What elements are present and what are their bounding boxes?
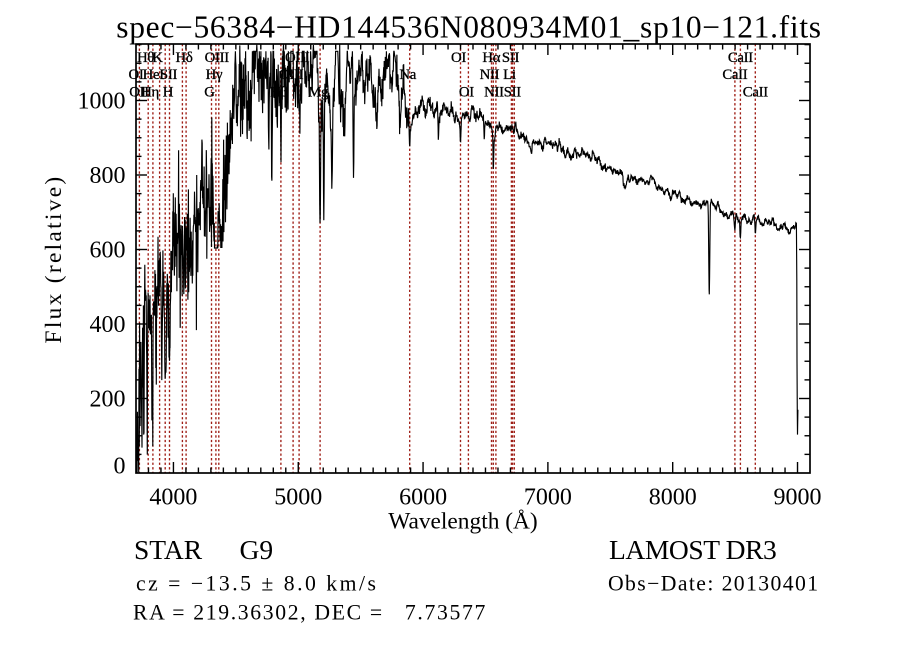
svg-text:400: 400: [90, 312, 126, 338]
svg-text:Hη: Hη: [141, 84, 159, 100]
svg-text:CaII: CaII: [728, 50, 753, 66]
svg-text:cz = −13.5 ± 8.0 km/s: cz = −13.5 ± 8.0 km/s: [136, 572, 378, 596]
svg-text:HeI: HeI: [143, 67, 165, 83]
svg-text:OII: OII: [129, 84, 149, 100]
svg-text:Hδ: Hδ: [176, 50, 193, 66]
svg-text:4000: 4000: [149, 484, 197, 510]
svg-text:800: 800: [90, 163, 126, 189]
svg-text:NII: NII: [480, 67, 500, 83]
svg-text:NII: NII: [484, 84, 504, 100]
svg-text:LAMOST DR3: LAMOST DR3: [609, 534, 776, 565]
svg-text:0: 0: [114, 454, 126, 480]
svg-text:RA = 219.36302, DEC = 7.7357: RA = 219.36302, DEC = 7.73577: [133, 601, 487, 625]
svg-text:STAR: STAR: [134, 534, 203, 565]
svg-text:OI: OI: [451, 50, 466, 66]
svg-text:Wavelength (Å): Wavelength (Å): [388, 509, 537, 535]
svg-text:H: H: [163, 84, 174, 100]
svg-text:Obs−Date: 20130401: Obs−Date: 20130401: [608, 572, 820, 596]
svg-text:7000: 7000: [524, 484, 572, 510]
svg-text:9000: 9000: [774, 484, 822, 510]
svg-text:CaII: CaII: [722, 67, 747, 83]
svg-text:SII: SII: [160, 67, 178, 83]
svg-text:SII: SII: [504, 84, 522, 100]
svg-text:Hγ: Hγ: [206, 67, 223, 83]
svg-text:G: G: [204, 84, 215, 100]
svg-text:OIII: OIII: [205, 50, 230, 66]
svg-text:Li: Li: [503, 67, 516, 83]
svg-text:SII: SII: [502, 50, 520, 66]
svg-text:200: 200: [90, 387, 126, 413]
svg-text:CaII: CaII: [743, 84, 768, 100]
svg-text:K: K: [152, 50, 163, 66]
svg-text:G9: G9: [240, 534, 274, 565]
svg-text:600: 600: [90, 238, 126, 264]
svg-text:5000: 5000: [274, 484, 322, 510]
svg-text:Hθ: Hθ: [137, 50, 154, 66]
svg-text:6000: 6000: [399, 484, 447, 510]
svg-text:Na: Na: [399, 67, 416, 83]
svg-text:Hα: Hα: [482, 50, 500, 66]
svg-text:8000: 8000: [649, 484, 697, 510]
svg-text:1000: 1000: [78, 89, 126, 115]
svg-text:OI: OI: [459, 84, 474, 100]
svg-text:Flux (relative): Flux (relative): [41, 175, 67, 344]
svg-text:spec−56384−HD144536N080934M01_: spec−56384−HD144536N080934M01_sp10−121.f…: [116, 10, 822, 45]
